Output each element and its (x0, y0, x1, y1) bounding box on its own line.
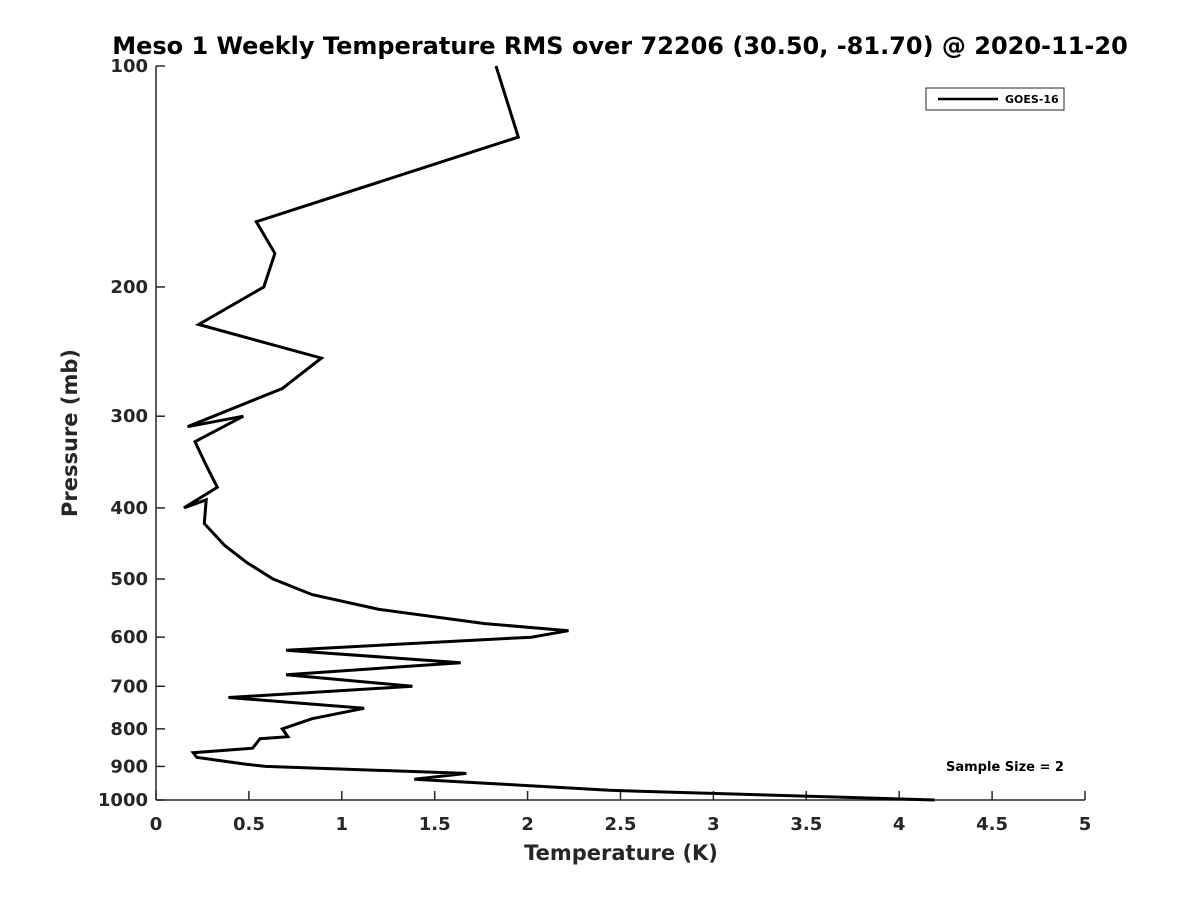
y-tick-label: 900 (110, 756, 148, 777)
x-tick-label: 4 (893, 814, 906, 835)
y-tick-label: 100 (110, 56, 148, 77)
y-tick-label: 800 (110, 719, 148, 740)
chart-title: Meso 1 Weekly Temperature RMS over 72206… (112, 32, 1128, 60)
series-layer (183, 65, 935, 802)
x-tick-label: 5 (1079, 814, 1092, 835)
x-ticks: 0 0.5 1 1.5 2 2.5 3 3.5 4 4.5 5 (150, 791, 1092, 835)
sample-size-annotation: Sample Size = 2 (946, 760, 1064, 775)
x-tick-label: 2.5 (605, 814, 637, 835)
x-tick-label: 2 (521, 814, 534, 835)
y-tick-label: 200 (110, 277, 148, 298)
x-tick-label: 1.5 (419, 814, 451, 835)
x-tick-label: 3.5 (790, 814, 822, 835)
y-tick-label: 600 (110, 627, 148, 648)
plot-area: 0 0.5 1 1.5 2 2.5 3 3.5 4 4.5 5 100 200 300 400 500 600… (98, 56, 1091, 835)
legend: GOES-16 (925, 87, 1065, 111)
y-tick-label: 300 (110, 406, 148, 427)
y-axis-label: Pressure (mb) (58, 349, 82, 517)
x-tick-label: 1 (336, 814, 349, 835)
legend-label: GOES-16 (1005, 93, 1059, 106)
x-axis-label: Temperature (K) (524, 841, 718, 865)
y-tick-label: 1000 (98, 790, 148, 811)
x-tick-label: 0.5 (233, 814, 265, 835)
x-tick-label: 0 (150, 814, 163, 835)
y-tick-label: 700 (110, 676, 148, 697)
x-tick-label: 3 (707, 814, 720, 835)
y-tick-label: 500 (110, 569, 148, 590)
x-tick-label: 4.5 (976, 814, 1008, 835)
series-line-goes-16 (183, 65, 935, 802)
y-tick-label: 400 (110, 498, 148, 519)
y-ticks: 100 200 300 400 500 600 700 800 900 1000 (98, 56, 165, 811)
